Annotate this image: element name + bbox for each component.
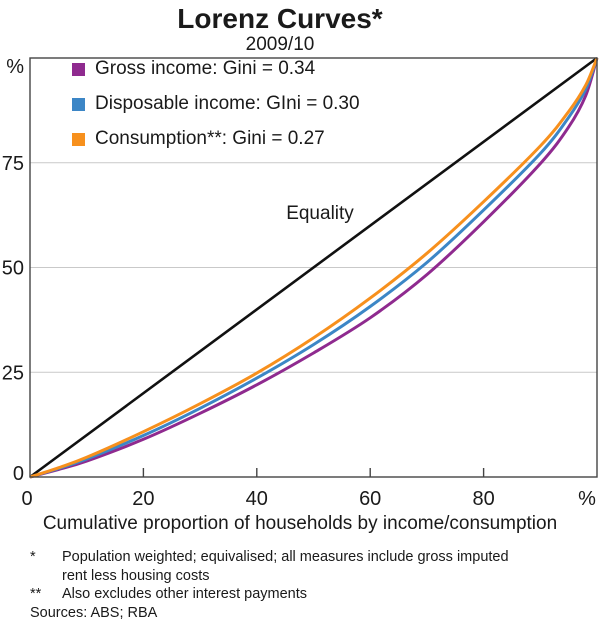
x-tick-label: % (578, 488, 596, 510)
chart-subtitle: 2009/10 (245, 34, 315, 55)
legend-label: Consumption**: Gini = 0.27 (95, 128, 325, 149)
plot-frame (29, 57, 598, 478)
footnotes: * Population weighted; equivalised; all … (30, 548, 582, 622)
y-tick-label: 50 (2, 258, 24, 280)
equality-line-label: Equality (286, 203, 354, 224)
chart-legend: Gross income: Gini = 0.34 Disposable inc… (72, 58, 360, 167)
consumption-swatch (72, 132, 85, 146)
footnote-1-text: Population weighted; equivalised; all me… (62, 549, 509, 584)
y-tick-label: 75 (2, 153, 24, 175)
footnote-1: * Population weighted; equivalised; all … (30, 548, 582, 585)
equality-line (29, 56, 598, 479)
disposable-income-swatch (72, 97, 85, 111)
footnote-2-text: Also excludes other interest payments (62, 586, 308, 602)
disposable-income-curve (29, 57, 599, 479)
x-axis-title: Cumulative proportion of households by i… (42, 513, 558, 534)
y-tick-label: % (6, 56, 24, 78)
footnote-2: ** Also excludes other interest payments (30, 585, 582, 604)
x-tick-label: 60 (359, 488, 381, 510)
gross-income-swatch (72, 62, 85, 76)
legend-item-gross-income: Gross income: Gini = 0.34 (72, 58, 360, 79)
legend-item-consumption: Consumption**: Gini = 0.27 (72, 128, 360, 149)
x-tick-label: 80 (472, 488, 494, 510)
y-tick-label: 25 (2, 362, 24, 384)
x-tick-label: 40 (246, 488, 268, 510)
chart-title: Lorenz Curves* (177, 3, 383, 34)
gross-income-curve (29, 57, 599, 479)
consumption-curve (29, 57, 599, 479)
chart-canvas: 0 20 40 60 80 % 0 25 50 75% (2, 56, 599, 510)
sources-line: Sources: ABS; RBA (30, 604, 158, 621)
legend-label: Gross income: Gini = 0.34 (95, 58, 316, 79)
legend-label: Disposable income: GIni = 0.30 (95, 93, 360, 114)
legend-item-disposable-income: Disposable income: GIni = 0.30 (72, 93, 360, 114)
footnote-1-marker: * (30, 549, 36, 565)
x-tick-label: 20 (132, 488, 154, 510)
title-block: Lorenz Curves* 2009/10 (0, 4, 560, 56)
footnote-2-marker: ** (30, 586, 42, 602)
x-tick-label: 0 (21, 488, 32, 510)
y-tick-label: 0 (13, 463, 24, 485)
